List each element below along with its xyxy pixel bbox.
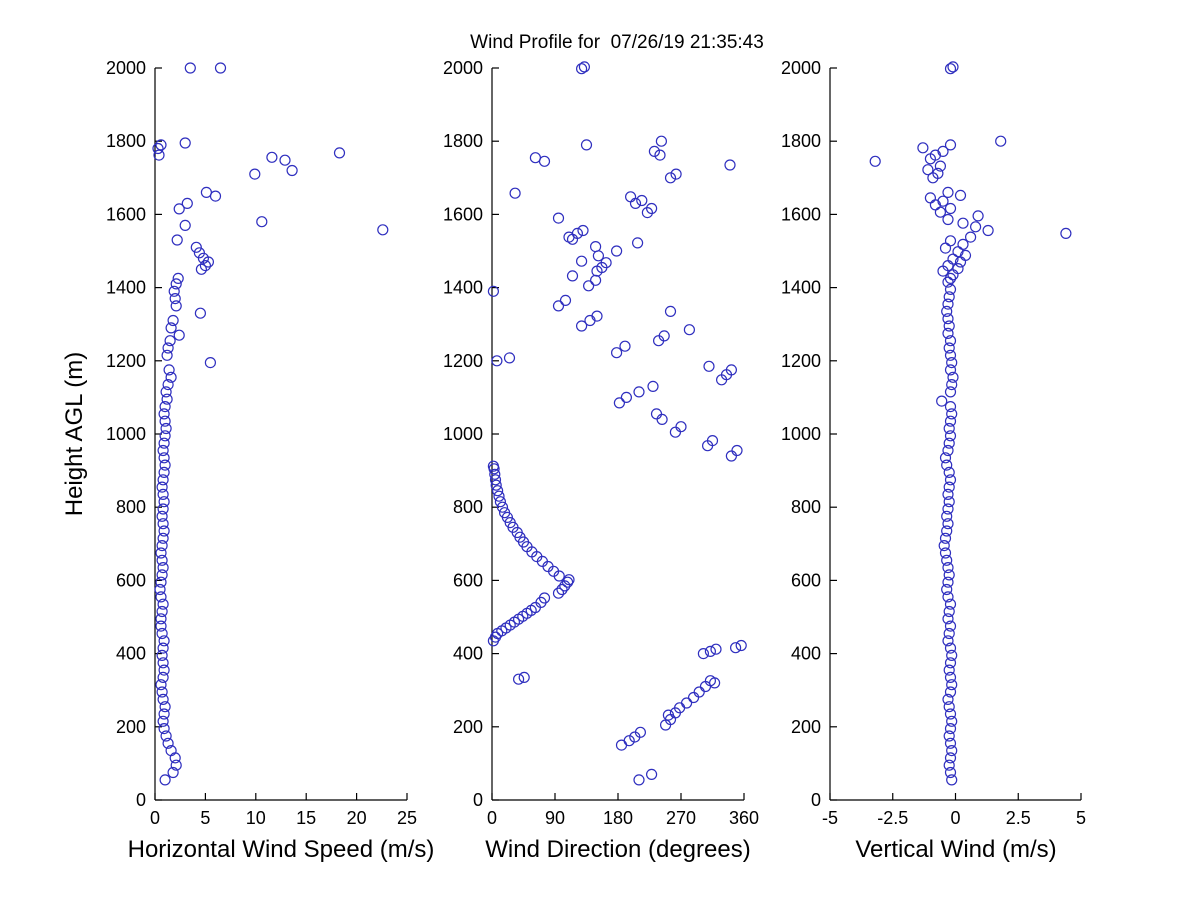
svg-text:200: 200 [116,717,146,737]
horizontal-wind-speed-panel: 0 200 400 600 800 1000 1200 1400 1600 1800 2000 0 5 1… [106,58,417,828]
svg-text:0: 0 [136,790,146,810]
svg-text:600: 600 [791,570,821,590]
svg-text:1800: 1800 [781,131,821,151]
svg-text:600: 600 [453,570,483,590]
svg-text:1600: 1600 [443,204,483,224]
svg-text:20: 20 [347,808,367,828]
svg-text:2000: 2000 [781,58,821,78]
svg-text:1000: 1000 [106,424,146,444]
svg-text:0: 0 [150,808,160,828]
svg-text:1200: 1200 [106,351,146,371]
svg-text:2.5: 2.5 [1006,808,1031,828]
svg-text:180: 180 [603,808,633,828]
svg-text:1800: 1800 [443,131,483,151]
svg-text:1400: 1400 [106,278,146,298]
svg-text:0: 0 [811,790,821,810]
svg-text:0: 0 [950,808,960,828]
svg-text:1200: 1200 [781,351,821,371]
svg-text:-5: -5 [822,808,838,828]
svg-text:800: 800 [453,497,483,517]
svg-text:10: 10 [246,808,266,828]
svg-text:400: 400 [791,644,821,664]
wind-direction-panel: 0 200 400 600 800 1000 1200 1400 1600 1800 2000 0 90… [443,58,759,828]
x-axis-label-horizontal-wind-speed: Horizontal Wind Speed (m/s) [127,836,435,863]
svg-text:1600: 1600 [781,204,821,224]
svg-text:5: 5 [200,808,210,828]
x-axis-label-wind-direction: Wind Direction (degrees) [485,836,751,863]
svg-text:200: 200 [453,717,483,737]
svg-text:400: 400 [116,644,146,664]
svg-text:360: 360 [729,808,759,828]
svg-text:0: 0 [487,808,497,828]
vertical-wind-panel: 0 200 400 600 800 1000 1200 1400 1600 1800 2000 -5 -… [781,58,1086,828]
svg-text:25: 25 [397,808,417,828]
svg-text:600: 600 [116,570,146,590]
svg-text:2000: 2000 [443,58,483,78]
svg-text:2000: 2000 [106,58,146,78]
svg-text:15: 15 [296,808,316,828]
svg-text:1400: 1400 [781,278,821,298]
svg-text:5: 5 [1076,808,1086,828]
figure-title: Wind Profile for 07/26/19 21:35:43 [470,32,764,53]
svg-text:0: 0 [473,790,483,810]
svg-text:270: 270 [666,808,696,828]
svg-text:1600: 1600 [106,204,146,224]
x-axis-label-vertical-wind: Vertical Wind (m/s) [855,836,1057,863]
svg-text:1000: 1000 [443,424,483,444]
svg-text:1400: 1400 [443,278,483,298]
svg-text:800: 800 [791,497,821,517]
svg-text:1000: 1000 [781,424,821,444]
svg-text:200: 200 [791,717,821,737]
svg-text:1800: 1800 [106,131,146,151]
svg-text:-2.5: -2.5 [877,808,908,828]
svg-text:1200: 1200 [443,351,483,371]
svg-text:90: 90 [545,808,565,828]
svg-text:800: 800 [116,497,146,517]
svg-text:400: 400 [453,644,483,664]
